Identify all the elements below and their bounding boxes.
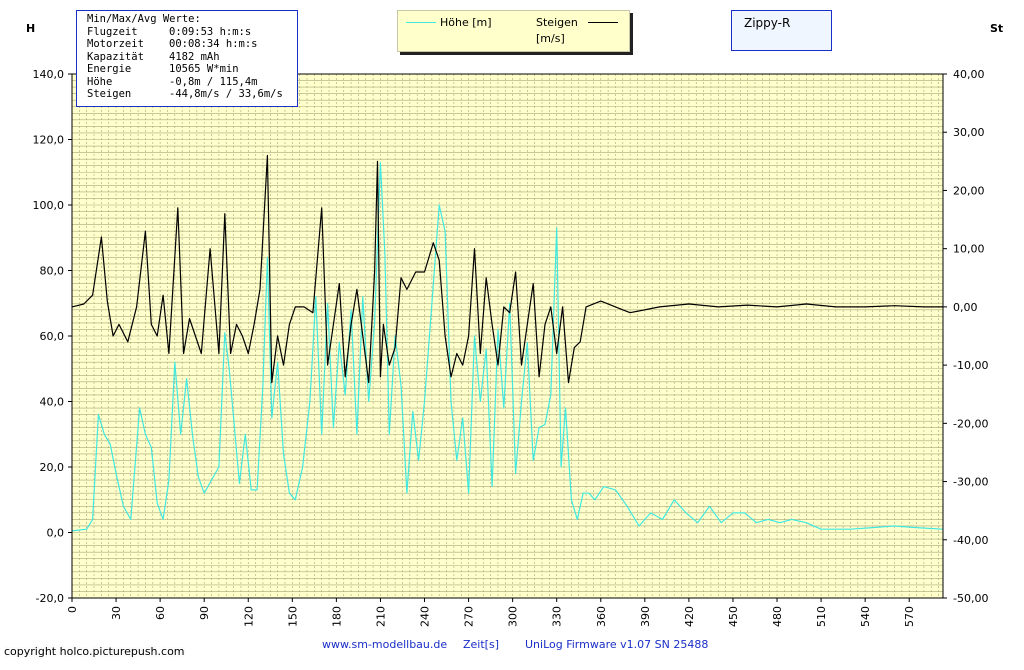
footer-website[interactable]: www.sm-modellbau.de — [322, 638, 448, 651]
left-tick-label: 80,0 — [40, 265, 65, 278]
stats-key: Motorzeit — [87, 38, 144, 50]
x-tick-label: 450 — [727, 606, 740, 627]
left-tick-label: 140,0 — [33, 68, 65, 81]
stats-key: Steigen — [87, 88, 132, 100]
x-axis: 0 30 60 90 120 150 180 210 240 270 300 330 360 390 420… — [66, 598, 916, 627]
x-tick-label: 360 — [595, 606, 608, 627]
stats-key: Flugzeit — [87, 25, 138, 38]
legend-swatch-steigen — [588, 22, 618, 23]
stats-key: Höhe — [87, 75, 113, 88]
footer-firmware: UniLog Firmware v1.07 SN 25488 — [525, 638, 709, 651]
legend-swatch-hoehe — [406, 22, 436, 23]
series-line-hoehe — [71, 161, 944, 532]
stats-value: 4182 mAh — [169, 50, 220, 63]
x-tick-label: 150 — [286, 606, 299, 627]
series-line-steigen — [71, 154, 943, 384]
left-tick-label: -20,0 — [36, 592, 64, 605]
plot-border — [71, 73, 944, 599]
legend-label-steigen: Steigen — [536, 16, 578, 29]
left-axis: 140,0 120,0 100,0 80,0 60,0 40,0 20,0 0,0 -20,0 — [33, 68, 72, 605]
x-tick-label: 270 — [463, 606, 476, 627]
x-tick-label: 570 — [903, 606, 916, 627]
stats-row: Motorzeit 00:08:34 h:m:s — [87, 38, 297, 51]
left-tick-label: 120,0 — [33, 134, 65, 147]
x-tick-label: 510 — [815, 606, 828, 627]
stats-value: -0,8m / 115,4m — [169, 75, 258, 88]
left-tick-label: 0,0 — [47, 527, 65, 540]
stats-value: 0:09:53 h:m:s — [169, 25, 252, 38]
right-tick-label: -10,00 — [953, 359, 988, 372]
right-tick-label: -50,00 — [953, 592, 988, 605]
x-tick-label: 180 — [330, 606, 343, 627]
left-tick-label: 40,0 — [40, 396, 65, 409]
x-tick-label: 390 — [639, 606, 652, 627]
model-badge: Zippy-R — [731, 10, 832, 51]
stats-row: Flugzeit 0:09:53 h:m:s — [87, 26, 297, 39]
right-tick-label: -40,00 — [953, 534, 988, 547]
x-tick-label: 420 — [683, 606, 696, 627]
legend: Höhe [m] Steigen [m/s] — [397, 10, 630, 52]
stats-key: Energie — [87, 63, 132, 75]
x-tick-label: 30 — [110, 606, 123, 620]
left-tick-label: 20,0 — [40, 461, 65, 474]
left-tick-label: 100,0 — [33, 199, 65, 212]
stats-row: Steigen -44,8m/s / 33,6m/s — [87, 88, 297, 101]
right-tick-label: 40,00 — [953, 68, 985, 81]
series-layer — [71, 154, 944, 532]
legend-label-steigen-unit: [m/s] — [536, 32, 565, 45]
x-tick-label: 210 — [374, 606, 387, 627]
x-tick-label: 60 — [154, 606, 167, 620]
x-tick-label: 330 — [551, 606, 564, 627]
right-axis-unit: St — [990, 22, 1003, 35]
stats-value: 10565 W*min — [169, 63, 239, 75]
x-tick-label: 540 — [859, 606, 872, 627]
left-axis-unit: H — [26, 22, 35, 35]
right-tick-label: 30,00 — [953, 126, 985, 139]
x-axis-label: Zeit[s] — [463, 638, 499, 651]
stats-value: -44,8m/s / 33,6m/s — [169, 88, 283, 100]
stats-value: 00:08:34 h:m:s — [169, 38, 258, 50]
stats-rows: Flugzeit 0:09:53 h:m:s Motorzeit 00:08:34 h… — [87, 26, 297, 101]
right-tick-label: -20,00 — [953, 417, 988, 430]
copyright-watermark: copyright holco.picturepush.com — [4, 645, 185, 658]
stats-row: Energie 10565 W*min — [87, 63, 297, 76]
stats-title: Min/Max/Avg Werte: — [87, 13, 201, 25]
stats-key: Kapazität — [87, 50, 144, 63]
x-tick-label: 300 — [507, 606, 520, 627]
right-tick-label: -30,00 — [953, 476, 988, 489]
x-tick-label: 120 — [242, 606, 255, 627]
right-tick-label: 20,00 — [953, 184, 985, 197]
stats-row: Höhe -0,8m / 115,4m — [87, 76, 297, 89]
legend-label-hoehe: Höhe [m] — [440, 16, 492, 29]
right-tick-label: 0,00 — [953, 301, 978, 314]
right-axis: 40,00 30,00 20,00 10,00 0,00 -10,00 -20,00 -30,… — [943, 68, 988, 605]
x-tick-label: 90 — [198, 606, 211, 620]
right-tick-label: 10,00 — [953, 243, 985, 256]
stats-box: Min/Max/Avg Werte: Flugzeit 0:09:53 h:m:s… — [76, 10, 298, 107]
stats-row: Kapazität 4182 mAh — [87, 51, 297, 64]
x-tick-label: 480 — [771, 606, 784, 627]
grid — [71, 73, 943, 599]
x-tick-label: 0 — [66, 606, 79, 613]
left-tick-label: 60,0 — [40, 330, 65, 343]
x-tick-label: 240 — [419, 606, 432, 627]
